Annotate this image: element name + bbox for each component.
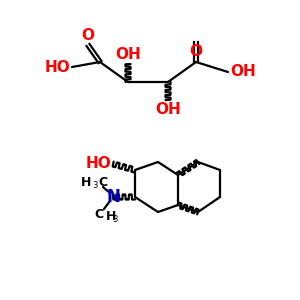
Text: H: H <box>81 176 91 190</box>
Text: OH: OH <box>230 64 256 80</box>
Text: HO: HO <box>44 59 70 74</box>
Text: O: O <box>190 44 202 59</box>
Text: OH: OH <box>115 47 141 62</box>
Text: C: C <box>98 176 107 190</box>
Text: OH: OH <box>155 102 181 117</box>
Text: C: C <box>94 208 103 220</box>
Text: 3: 3 <box>112 215 117 224</box>
Text: O: O <box>82 28 94 43</box>
Text: H: H <box>106 211 116 224</box>
Text: HO: HO <box>85 157 111 172</box>
Text: 3: 3 <box>92 182 98 190</box>
Text: N: N <box>106 188 120 206</box>
